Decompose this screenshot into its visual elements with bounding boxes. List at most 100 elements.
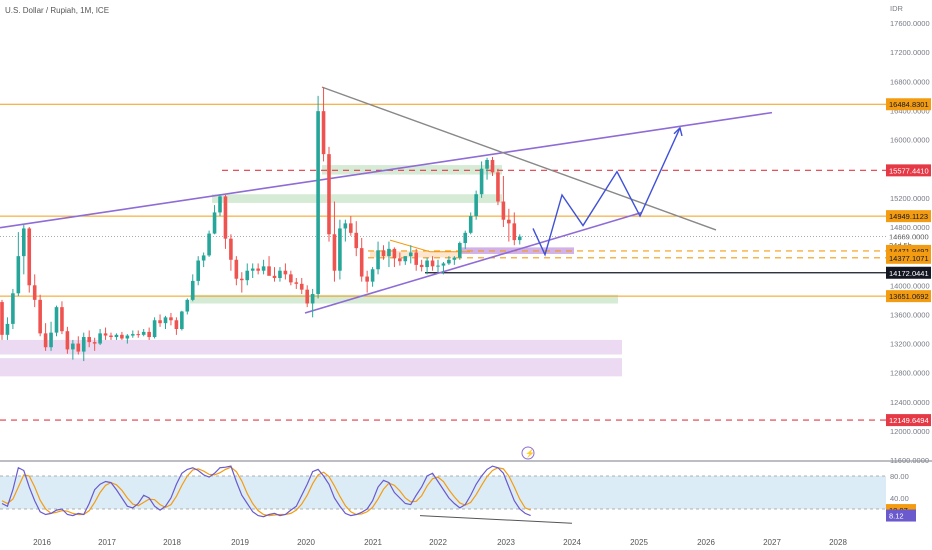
axes: 17600.0000 17200.0000 16800.0000 16400.0000… xyxy=(0,4,932,547)
candle xyxy=(299,278,304,295)
symbol-title: U.S. Dollar / Rupiah, 1M, ICE xyxy=(5,6,109,15)
candle xyxy=(479,161,484,198)
price-label: 14949.1123 xyxy=(886,210,931,223)
stochastic-pane: ⚡ xyxy=(0,446,886,524)
candle xyxy=(381,245,386,260)
price-label: 12149.6494 xyxy=(886,414,931,427)
candle xyxy=(16,232,21,297)
candle xyxy=(92,337,97,351)
candle xyxy=(245,263,250,286)
candle xyxy=(109,332,113,340)
y-tick-label: 13200.0000 xyxy=(890,340,930,349)
candle xyxy=(474,190,478,220)
candle xyxy=(169,312,173,326)
demand-zone-upper xyxy=(0,339,622,355)
y-tick-label: 12800.0000 xyxy=(890,369,930,378)
candle xyxy=(289,270,293,286)
candle xyxy=(38,294,42,337)
resistance-zone-mid xyxy=(212,194,502,203)
candle xyxy=(398,252,402,266)
candle xyxy=(0,299,4,340)
candle xyxy=(305,285,309,308)
candle xyxy=(365,270,369,293)
y-tick-label: 12000.0000 xyxy=(890,427,930,436)
stoch-k-line xyxy=(1,465,531,518)
candle xyxy=(376,241,380,275)
forecast-path xyxy=(532,127,681,257)
candle xyxy=(27,227,32,293)
currency-label: IDR xyxy=(890,4,904,13)
candle xyxy=(131,330,135,338)
candle xyxy=(349,216,353,236)
candle xyxy=(5,317,10,340)
candle xyxy=(490,157,495,176)
upper-trendline xyxy=(0,111,773,229)
candle xyxy=(76,336,81,355)
candle xyxy=(343,219,348,242)
stoch-value-label: 8.12 xyxy=(886,509,916,522)
stoch-tick-label: 80.00 xyxy=(890,472,909,481)
candle xyxy=(250,263,255,278)
candle xyxy=(452,256,457,265)
y-tick-label: 16000.0000 xyxy=(890,136,930,145)
x-tick-label: 2027 xyxy=(763,538,781,547)
candle xyxy=(517,234,522,245)
candle xyxy=(359,237,364,282)
candle xyxy=(458,241,462,260)
candle xyxy=(136,330,141,338)
x-tick-label: 2025 xyxy=(630,538,648,547)
svg-text:14669.0000: 14669.0000 xyxy=(889,233,929,242)
candle xyxy=(32,274,37,308)
candle xyxy=(441,261,446,275)
y-tick-label: 16400.0000 xyxy=(890,106,930,115)
candle xyxy=(163,315,168,329)
candle xyxy=(201,252,206,268)
y-tick-label: 14800.0000 xyxy=(890,223,930,232)
x-tick-label: 2016 xyxy=(33,538,51,547)
event-marker-icon[interactable] xyxy=(521,446,535,460)
forecast-arrowhead xyxy=(673,126,683,137)
candle xyxy=(507,208,511,242)
x-tick-label: 2019 xyxy=(231,538,249,547)
candle xyxy=(414,248,418,271)
candle xyxy=(485,157,489,180)
price-label: 13651.0692 xyxy=(886,290,931,303)
svg-text:13651.0692: 13651.0692 xyxy=(889,292,929,301)
candle xyxy=(60,301,64,335)
candle xyxy=(11,288,15,329)
candle xyxy=(174,317,179,335)
candle xyxy=(419,259,424,272)
price-label: 15577.4410 xyxy=(886,164,931,177)
candle xyxy=(392,247,397,268)
candle xyxy=(256,263,260,275)
candle xyxy=(294,278,299,289)
stoch-divergence-line xyxy=(419,515,573,524)
support-zone xyxy=(190,294,618,304)
x-tick-label: 2017 xyxy=(98,538,116,547)
candle xyxy=(430,256,435,271)
candle xyxy=(321,87,326,162)
x-tick-label: 2023 xyxy=(497,538,515,547)
candle xyxy=(158,314,162,327)
svg-text:16484.8301: 16484.8301 xyxy=(889,100,929,109)
x-tick-label: 2020 xyxy=(297,538,315,547)
candle xyxy=(229,234,233,271)
candle xyxy=(408,245,413,264)
candle xyxy=(501,176,506,227)
y-tick-label: 14000.0000 xyxy=(890,281,930,290)
candle xyxy=(354,221,359,257)
candle xyxy=(370,267,375,287)
y-tick-label: 16800.0000 xyxy=(890,77,930,86)
price-label: 14377.1071 xyxy=(886,251,931,264)
x-tick-label: 2028 xyxy=(829,538,847,547)
candle xyxy=(207,230,211,257)
svg-text:15577.4410: 15577.4410 xyxy=(889,166,929,175)
demand-zone-lower xyxy=(0,358,622,377)
candle xyxy=(54,305,59,337)
candle xyxy=(98,329,102,346)
price-label: 16484.8301 xyxy=(886,98,931,111)
candle xyxy=(447,256,451,265)
x-tick-label: 2024 xyxy=(563,538,581,547)
stoch-tick-label: 40.00 xyxy=(890,494,909,503)
